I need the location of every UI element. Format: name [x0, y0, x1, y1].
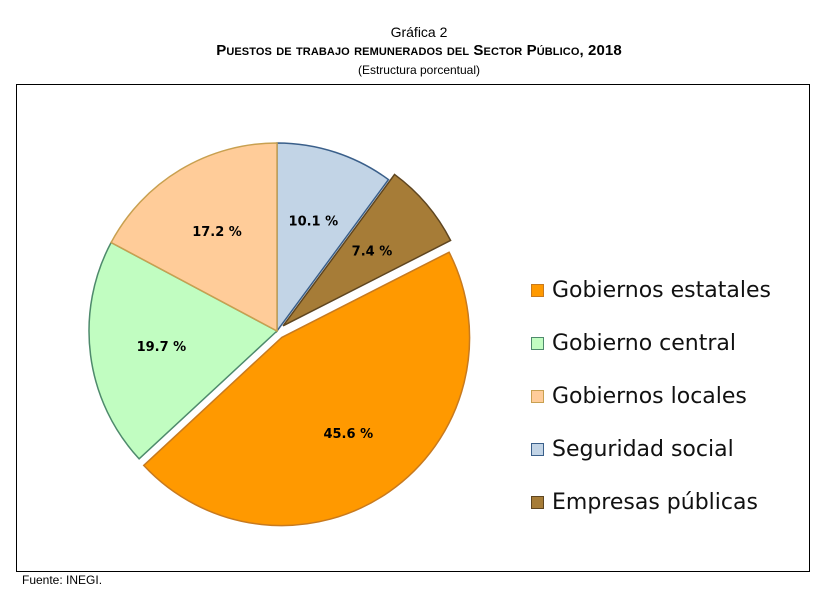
slice-label-gobiernos-locales: 17.2 %	[192, 225, 242, 240]
legend-label: Gobiernos locales	[552, 383, 747, 409]
pie-slice-empresas-publicas	[282, 173, 452, 327]
legend-item-empresas-publicas: Empresas públicas	[531, 483, 771, 521]
pie-slice-gobiernos-estatales	[142, 251, 471, 527]
legend-item-gobiernos-estatales: Gobiernos estatales	[531, 271, 771, 309]
slice-label-empresas-publicas: 7.4 %	[352, 244, 393, 259]
legend-item-seguridad-social: Seguridad social	[531, 430, 771, 468]
chart-frame: 10.1 % 7.4 % 45.6 % 19.7 % 17.2 % Gobiernos …	[16, 84, 810, 572]
legend-swatch	[531, 389, 544, 403]
legend-swatch	[531, 495, 544, 509]
slice-label-gobierno-central: 19.7 %	[137, 340, 187, 355]
slice-label-gobiernos-estatales: 45.6 %	[323, 427, 373, 442]
legend-swatch	[531, 442, 544, 456]
legend-swatch	[531, 283, 544, 297]
legend-label: Gobiernos estatales	[552, 277, 771, 303]
chart-legend: Gobiernos estatales Gobierno central Gobie…	[531, 271, 771, 536]
legend-label: Seguridad social	[552, 436, 734, 462]
chart-title: Puestos de trabajo remunerados del Secto…	[216, 42, 622, 59]
legend-label: Gobierno central	[552, 330, 737, 356]
legend-label: Empresas públicas	[552, 489, 758, 515]
pie-slice-seguridad-social	[276, 142, 390, 334]
pie-slice-gobierno-central	[88, 241, 279, 460]
pie-chart: 10.1 % 7.4 % 45.6 % 19.7 % 17.2 %	[88, 142, 471, 527]
pie-slice-gobiernos-locales	[110, 142, 278, 333]
legend-swatch	[531, 336, 544, 350]
legend-item-gobiernos-locales: Gobiernos locales	[531, 377, 771, 415]
chart-kicker: Gráfica 2	[390, 24, 448, 40]
legend-item-gobierno-central: Gobierno central	[531, 324, 771, 362]
chart-subtitle: (Estructura porcentual)	[357, 63, 481, 77]
source-note: Fuente: INEGI.	[22, 573, 103, 587]
slice-label-seguridad-social: 10.1 %	[289, 214, 339, 229]
